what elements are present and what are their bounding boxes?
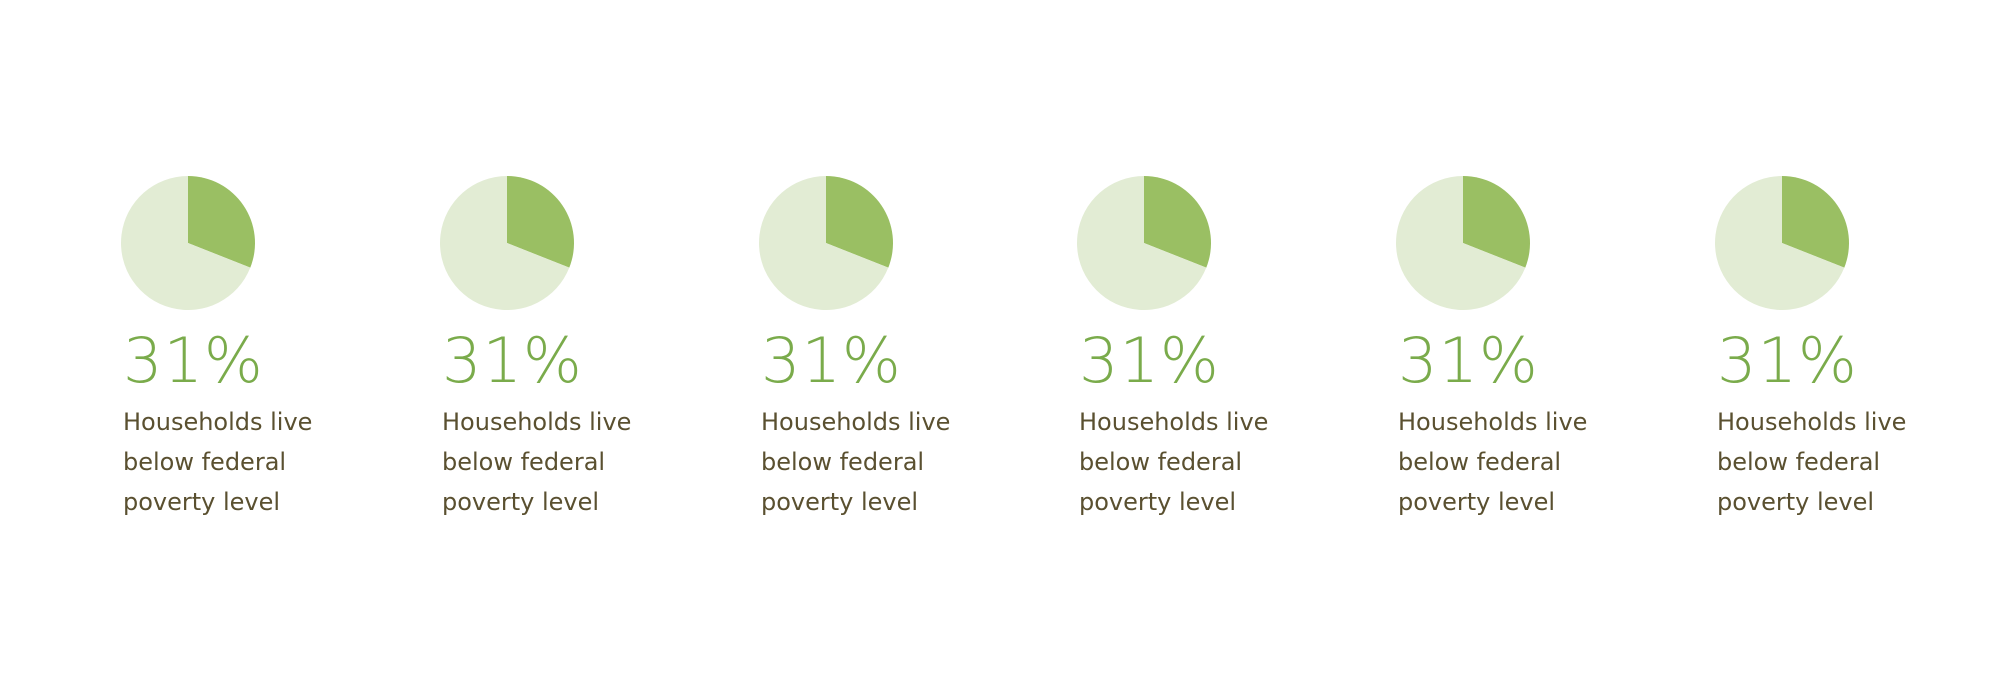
pie-chart (1715, 176, 1849, 310)
pie-slice-highlight (507, 176, 574, 268)
pie-chart (759, 176, 893, 310)
pie-slice-highlight (826, 176, 893, 268)
stat-value: 31% (1717, 324, 1858, 397)
stat-card: 31% Households live below federal povert… (1077, 176, 1377, 522)
pie-slice-remainder (121, 176, 251, 310)
pie-chart (440, 176, 574, 310)
pie-slice-remainder (759, 176, 889, 310)
stat-card: 31% Households live below federal povert… (759, 176, 1059, 522)
stat-value: 31% (761, 324, 902, 397)
stat-value: 31% (1398, 324, 1539, 397)
stat-value: 31% (442, 324, 583, 397)
stat-value: 31% (123, 324, 264, 397)
stat-card: 31% Households live below federal povert… (1715, 176, 1999, 522)
pie-slice-highlight (188, 176, 255, 268)
pie-chart (1077, 176, 1211, 310)
stat-card: 31% Households live below federal povert… (1396, 176, 1696, 522)
pie-slice-highlight (1782, 176, 1849, 268)
pie-slice-remainder (1396, 176, 1526, 310)
pie-slice-remainder (440, 176, 570, 310)
stat-caption: Households live below federal poverty le… (123, 408, 313, 516)
stat-caption: Households live below federal poverty le… (1079, 408, 1269, 516)
stat-caption: Households live below federal poverty le… (761, 408, 951, 516)
pie-slice-highlight (1463, 176, 1530, 268)
pie-slice-remainder (1077, 176, 1207, 310)
stat-card: 31% Households live below federal povert… (121, 176, 421, 522)
pie-chart (121, 176, 255, 310)
pie-chart (1396, 176, 1530, 310)
stat-caption: Households live below federal poverty le… (1717, 408, 1907, 516)
stat-caption: Households live below federal poverty le… (442, 408, 632, 516)
pie-slice-highlight (1144, 176, 1211, 268)
stat-card: 31% Households live below federal povert… (440, 176, 740, 522)
stat-caption: Households live below federal poverty le… (1398, 408, 1588, 516)
pie-slice-remainder (1715, 176, 1845, 310)
stat-value: 31% (1079, 324, 1220, 397)
